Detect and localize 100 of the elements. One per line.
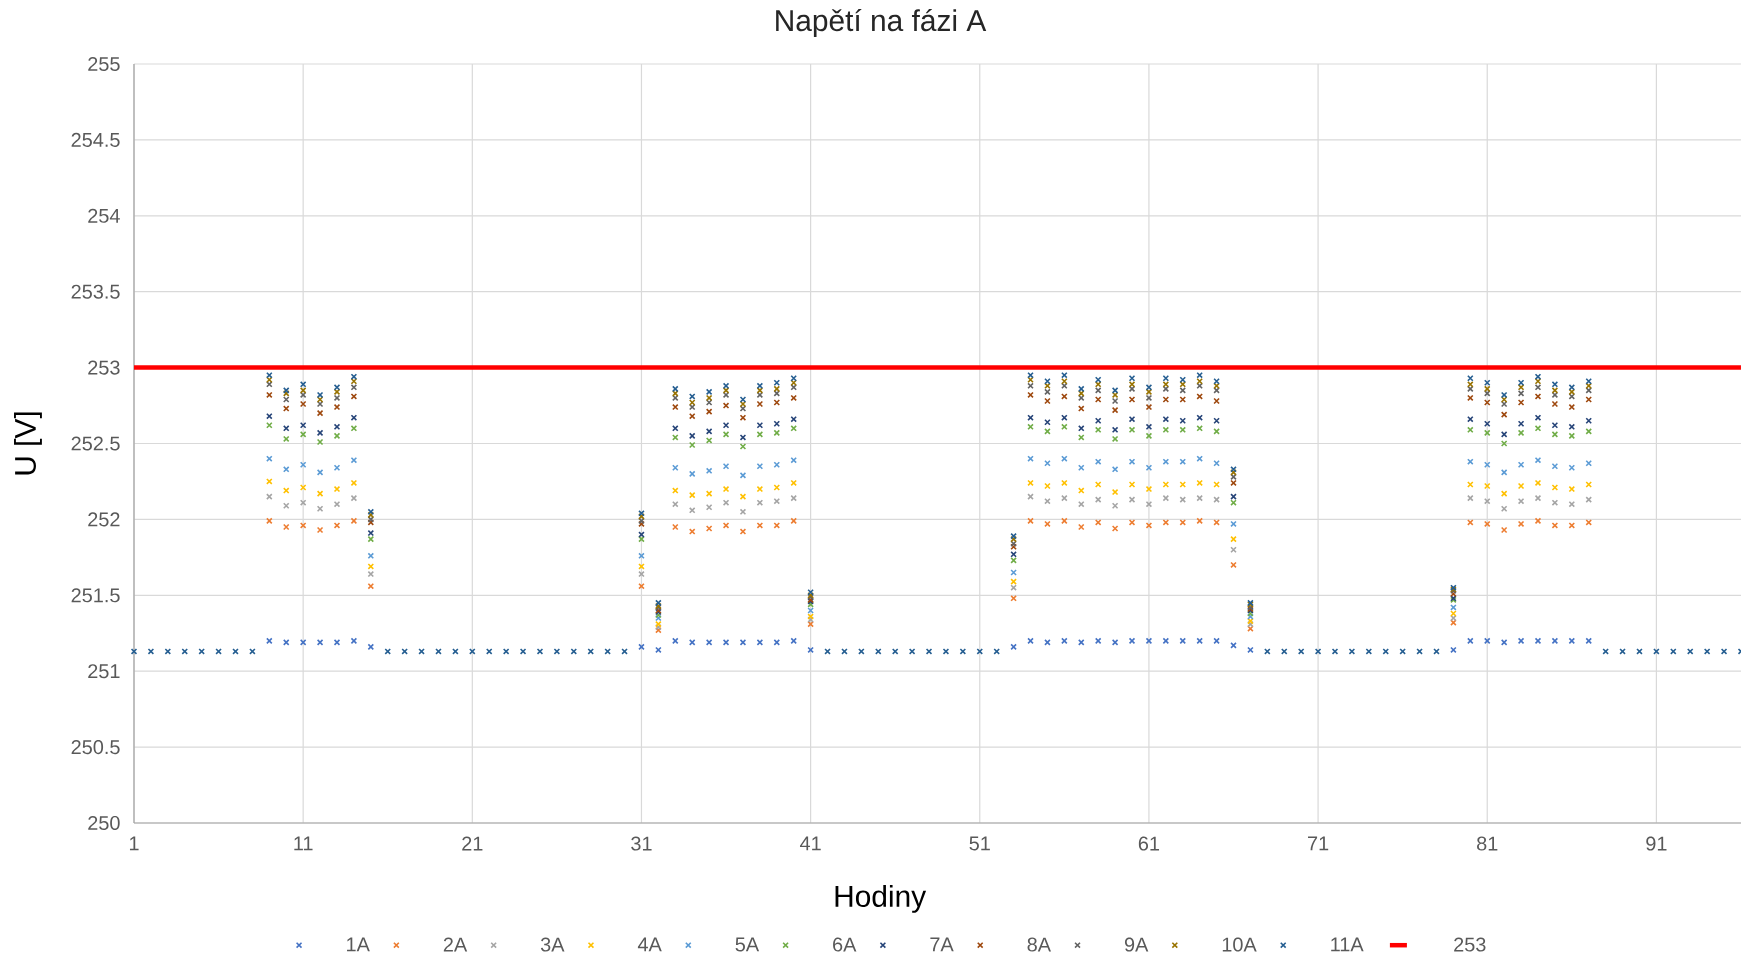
point xyxy=(1010,557,1017,564)
point xyxy=(1162,381,1170,388)
point xyxy=(1483,420,1491,428)
point xyxy=(1027,493,1034,500)
point xyxy=(266,376,273,384)
point xyxy=(638,563,645,570)
point xyxy=(1179,387,1187,394)
y-tick-label: 252 xyxy=(88,512,120,527)
point xyxy=(1111,406,1119,414)
point xyxy=(1568,432,1576,440)
point xyxy=(1467,381,1474,388)
point xyxy=(756,400,764,408)
legend-label: 7A xyxy=(930,937,954,952)
point xyxy=(688,639,696,646)
point xyxy=(1213,496,1220,503)
point xyxy=(367,552,375,560)
point xyxy=(1010,551,1017,558)
point xyxy=(367,582,375,590)
point xyxy=(1061,393,1068,400)
point xyxy=(1145,500,1153,508)
point xyxy=(1450,610,1457,617)
point xyxy=(722,391,730,399)
x-tick-label: 21 xyxy=(462,836,483,851)
point xyxy=(333,485,341,493)
point xyxy=(672,464,679,472)
y-tick-label: 255 xyxy=(88,56,120,72)
legend-label: 5A xyxy=(735,937,760,952)
point xyxy=(1196,393,1203,400)
point xyxy=(1196,377,1203,385)
point xyxy=(1196,425,1203,432)
legend-label: 2A xyxy=(443,937,468,952)
point xyxy=(672,434,679,441)
y-tick-label: 250.5 xyxy=(71,740,120,755)
point xyxy=(333,432,341,440)
point xyxy=(282,502,290,510)
point xyxy=(1483,429,1491,437)
point xyxy=(1213,519,1220,526)
point xyxy=(1044,639,1051,646)
y-tick-label: 251 xyxy=(88,664,120,679)
point xyxy=(773,420,781,428)
point xyxy=(773,429,781,437)
point xyxy=(1196,414,1203,421)
point xyxy=(1145,637,1153,645)
point xyxy=(1500,400,1508,408)
point xyxy=(705,503,713,511)
point xyxy=(1010,569,1017,576)
point xyxy=(722,485,730,493)
x-tick-label: 91 xyxy=(1646,836,1667,851)
point xyxy=(1517,520,1525,528)
point xyxy=(316,409,324,417)
point xyxy=(1179,496,1187,503)
y-tick-label: 254.5 xyxy=(71,132,120,147)
point xyxy=(316,400,324,408)
point xyxy=(790,425,797,432)
x-tick-label: 81 xyxy=(1477,836,1498,851)
point xyxy=(1179,637,1187,645)
point xyxy=(688,507,696,514)
x-tick-label: 1 xyxy=(129,836,139,851)
point xyxy=(638,531,645,538)
point xyxy=(1111,397,1119,405)
legend-label: 253 xyxy=(1454,937,1486,952)
point xyxy=(790,637,797,645)
point xyxy=(1534,494,1542,502)
y-tick-label: 252.5 xyxy=(71,436,120,451)
point xyxy=(1517,497,1525,505)
chart-title: Napětí na fázi A xyxy=(776,8,987,38)
point xyxy=(1094,426,1102,434)
point xyxy=(1061,414,1068,421)
point xyxy=(756,485,764,493)
point xyxy=(1534,479,1542,487)
point xyxy=(1213,417,1220,424)
point xyxy=(1483,385,1491,393)
point xyxy=(1568,500,1576,508)
x-tick-label: 61 xyxy=(1138,836,1160,851)
point xyxy=(1179,426,1187,434)
point xyxy=(705,394,713,402)
point xyxy=(350,517,358,525)
point xyxy=(1585,459,1593,467)
y-tick-label: 251.5 xyxy=(71,588,120,603)
point xyxy=(1145,403,1153,411)
point xyxy=(773,639,781,646)
point xyxy=(1145,432,1153,440)
point xyxy=(1568,423,1576,431)
x-tick-label: 31 xyxy=(631,836,652,851)
legend-label: 6A xyxy=(833,937,857,952)
point xyxy=(299,461,307,469)
point xyxy=(1483,637,1491,645)
x-tick-label: 51 xyxy=(969,836,990,851)
point xyxy=(266,422,273,429)
point xyxy=(1517,429,1525,437)
point xyxy=(1077,639,1085,646)
point xyxy=(367,643,375,651)
point xyxy=(1094,637,1102,645)
point xyxy=(773,497,781,505)
point xyxy=(1094,381,1102,388)
point xyxy=(688,470,696,478)
point xyxy=(705,467,713,475)
point xyxy=(316,526,324,534)
point xyxy=(1467,458,1474,465)
point xyxy=(1179,417,1187,424)
